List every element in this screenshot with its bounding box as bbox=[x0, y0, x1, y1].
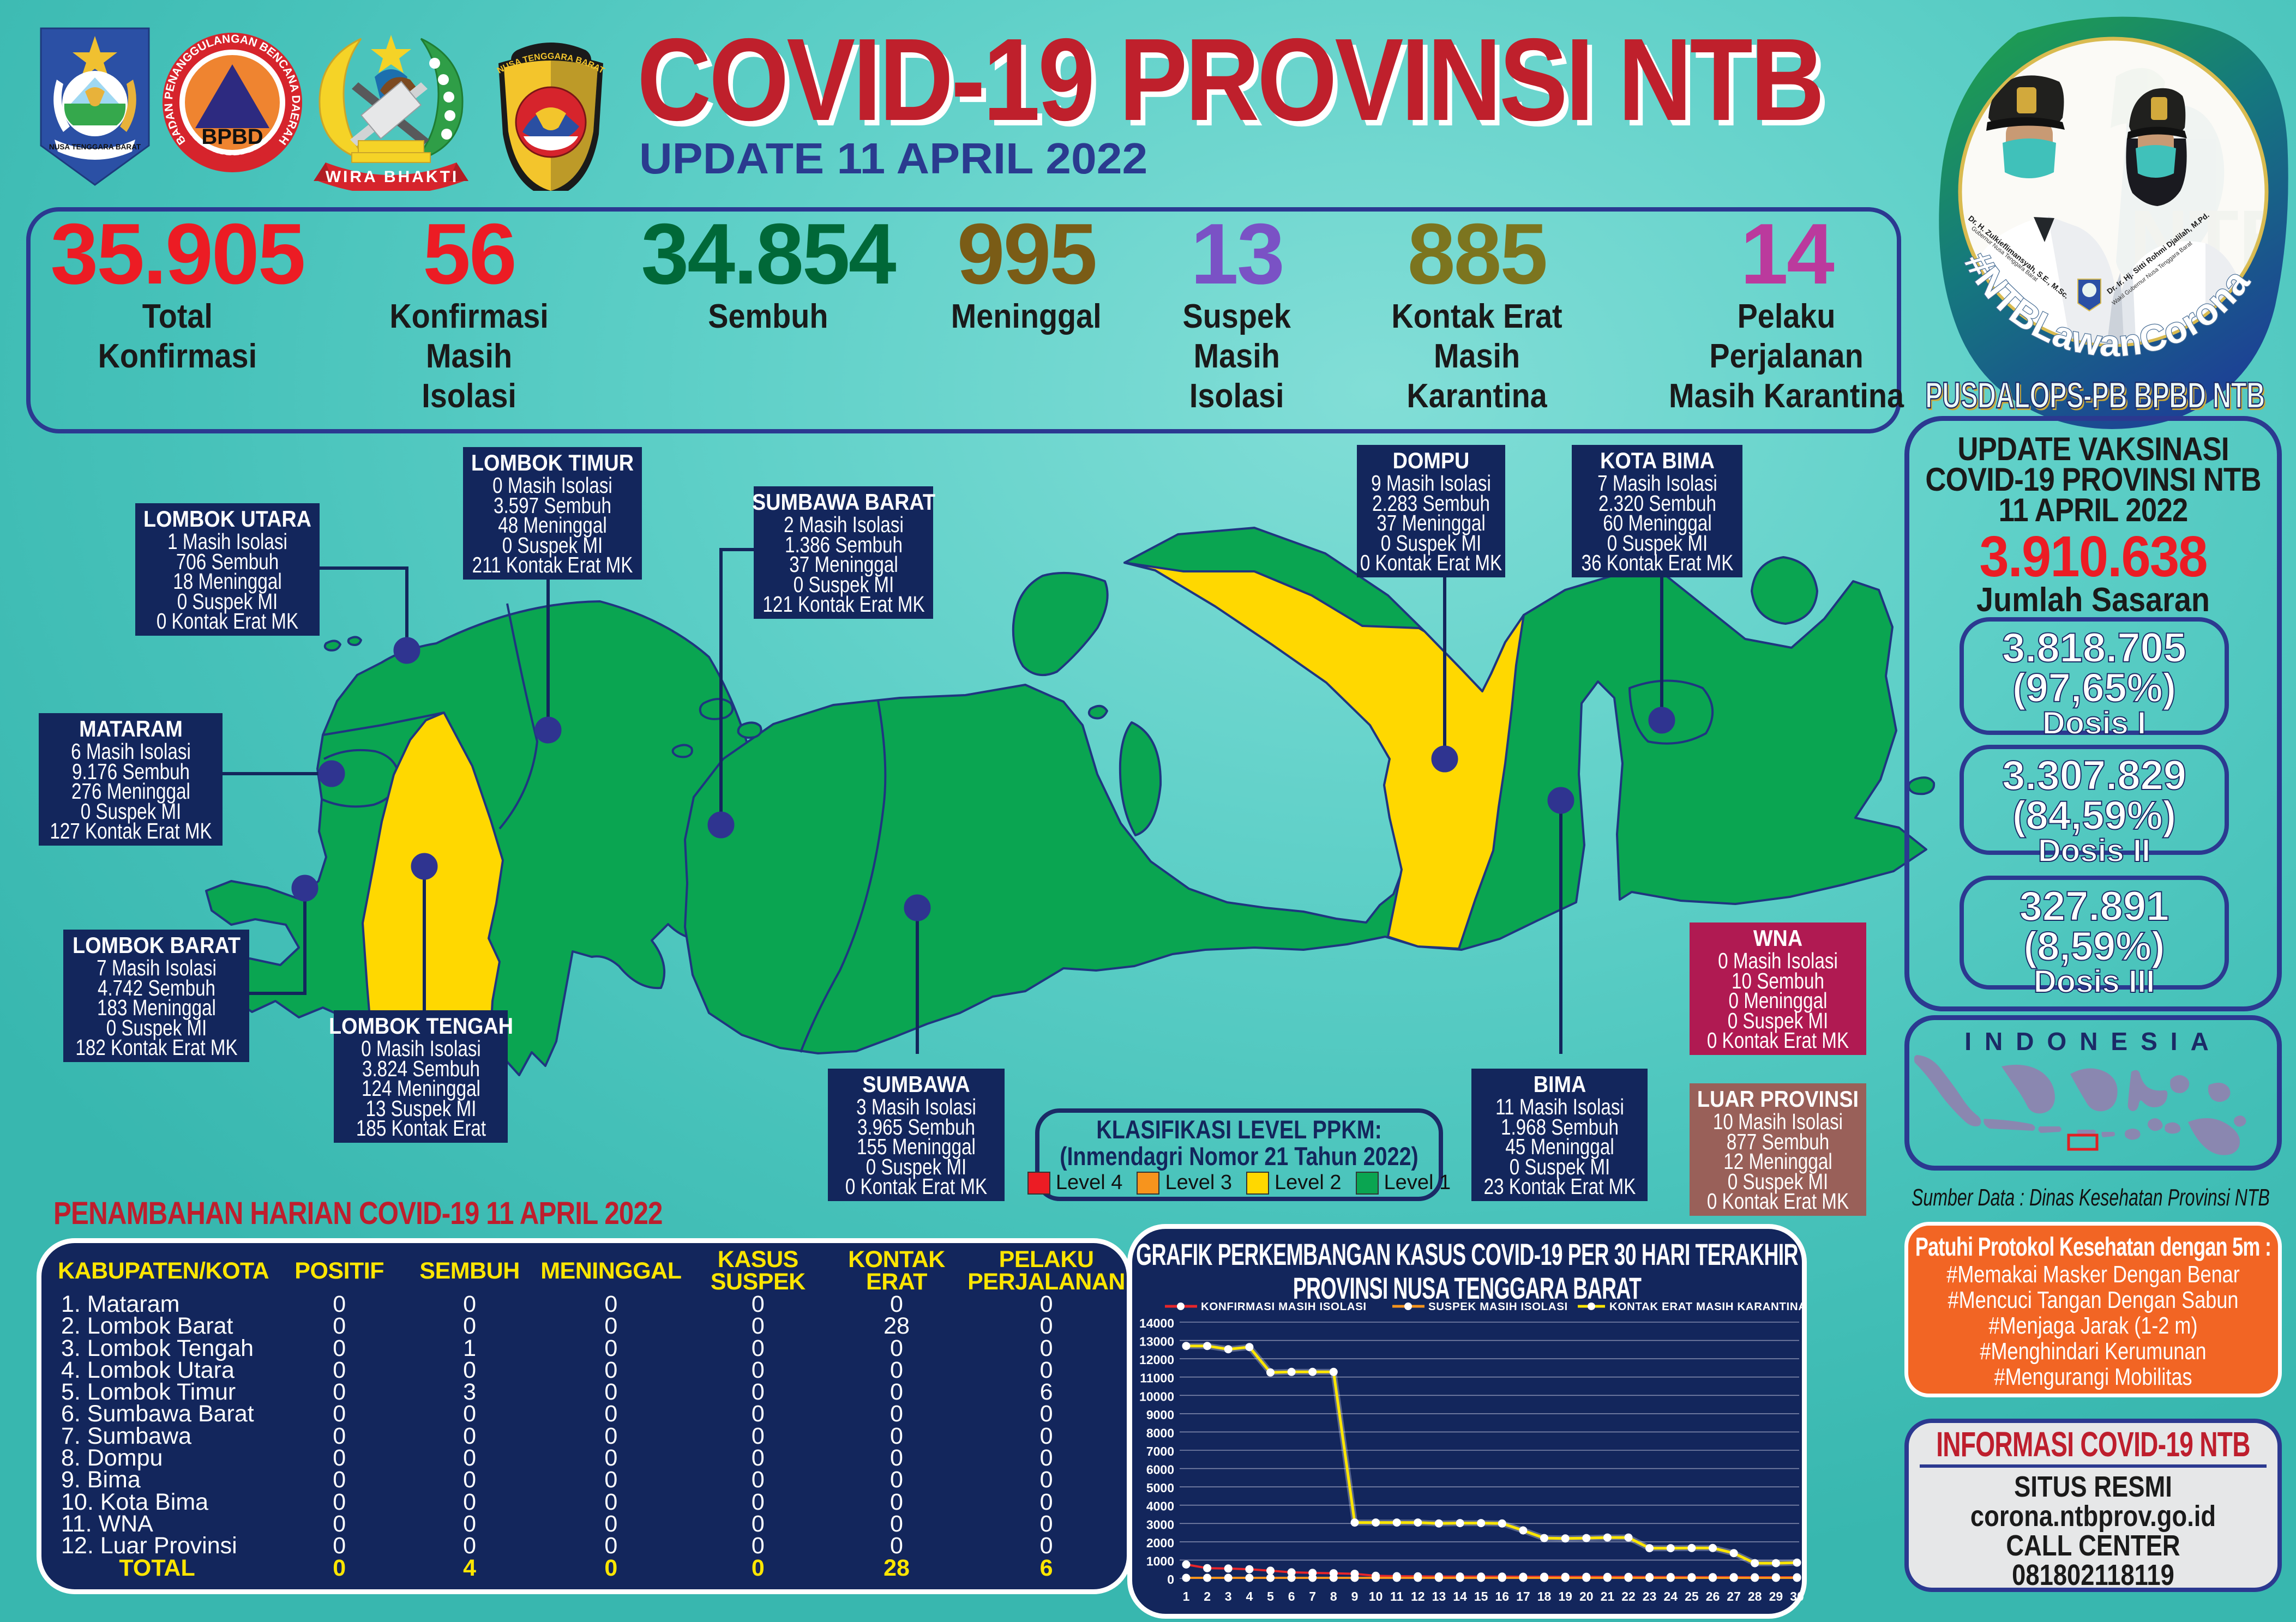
svg-text:BPBD: BPBD bbox=[201, 125, 263, 149]
svg-text:7000: 7000 bbox=[1146, 1444, 1174, 1458]
svg-text:27: 27 bbox=[1727, 1589, 1741, 1603]
svg-text:23: 23 bbox=[1643, 1589, 1657, 1603]
svg-text:12000: 12000 bbox=[1139, 1353, 1174, 1367]
svg-text:18: 18 bbox=[1537, 1589, 1552, 1603]
svg-text:2000: 2000 bbox=[1146, 1536, 1174, 1550]
svg-text:12: 12 bbox=[1411, 1589, 1425, 1603]
svg-text:13000: 13000 bbox=[1139, 1335, 1174, 1349]
svg-text:19: 19 bbox=[1558, 1589, 1572, 1603]
svg-text:4000: 4000 bbox=[1146, 1499, 1174, 1514]
svg-text:14000: 14000 bbox=[1139, 1316, 1174, 1330]
svg-text:9: 9 bbox=[1351, 1589, 1359, 1603]
svg-text:16: 16 bbox=[1495, 1589, 1510, 1603]
svg-text:30: 30 bbox=[1790, 1589, 1804, 1603]
svg-text:5: 5 bbox=[1267, 1589, 1274, 1603]
svg-text:9000: 9000 bbox=[1146, 1408, 1174, 1422]
svg-text:2: 2 bbox=[1204, 1589, 1211, 1603]
svg-text:28: 28 bbox=[1748, 1589, 1762, 1603]
svg-text:KONTAK ERAT MASIH KARANTINA: KONTAK ERAT MASIH KARANTINA bbox=[1609, 1300, 1807, 1313]
svg-text:11000: 11000 bbox=[1140, 1371, 1174, 1385]
svg-text:26: 26 bbox=[1706, 1589, 1720, 1603]
svg-text:8000: 8000 bbox=[1146, 1426, 1174, 1440]
svg-text:20: 20 bbox=[1579, 1589, 1594, 1603]
svg-text:10: 10 bbox=[1369, 1589, 1383, 1603]
svg-text:KONFIRMASI MASIH ISOLASI: KONFIRMASI MASIH ISOLASI bbox=[1201, 1300, 1367, 1313]
svg-text:22: 22 bbox=[1621, 1589, 1636, 1603]
svg-text:1000: 1000 bbox=[1146, 1554, 1174, 1568]
svg-text:15: 15 bbox=[1474, 1589, 1488, 1603]
svg-text:11: 11 bbox=[1390, 1589, 1404, 1603]
svg-text:5000: 5000 bbox=[1146, 1481, 1174, 1495]
svg-text:24: 24 bbox=[1664, 1589, 1678, 1603]
svg-text:NUSA TENGGARA BARAT: NUSA TENGGARA BARAT bbox=[49, 143, 141, 151]
svg-text:3: 3 bbox=[1225, 1589, 1232, 1603]
svg-text:21: 21 bbox=[1601, 1589, 1615, 1603]
svg-text:10000: 10000 bbox=[1139, 1389, 1174, 1403]
svg-text:7: 7 bbox=[1309, 1589, 1316, 1603]
svg-text:6000: 6000 bbox=[1146, 1463, 1174, 1477]
svg-text:29: 29 bbox=[1769, 1589, 1783, 1603]
svg-text:17: 17 bbox=[1516, 1589, 1530, 1603]
svg-text:SUSPEK MASIH ISOLASI: SUSPEK MASIH ISOLASI bbox=[1428, 1300, 1568, 1313]
svg-text:25: 25 bbox=[1685, 1589, 1699, 1603]
svg-text:1: 1 bbox=[1183, 1589, 1190, 1603]
svg-text:8: 8 bbox=[1330, 1589, 1337, 1603]
svg-text:6: 6 bbox=[1288, 1589, 1295, 1603]
svg-text:4: 4 bbox=[1246, 1589, 1253, 1603]
svg-text:0: 0 bbox=[1167, 1572, 1174, 1587]
svg-text:14: 14 bbox=[1453, 1589, 1467, 1603]
svg-text:3000: 3000 bbox=[1146, 1517, 1174, 1531]
svg-text:WIRA BHAKTI: WIRA BHAKTI bbox=[326, 168, 459, 186]
svg-text:13: 13 bbox=[1432, 1589, 1446, 1603]
